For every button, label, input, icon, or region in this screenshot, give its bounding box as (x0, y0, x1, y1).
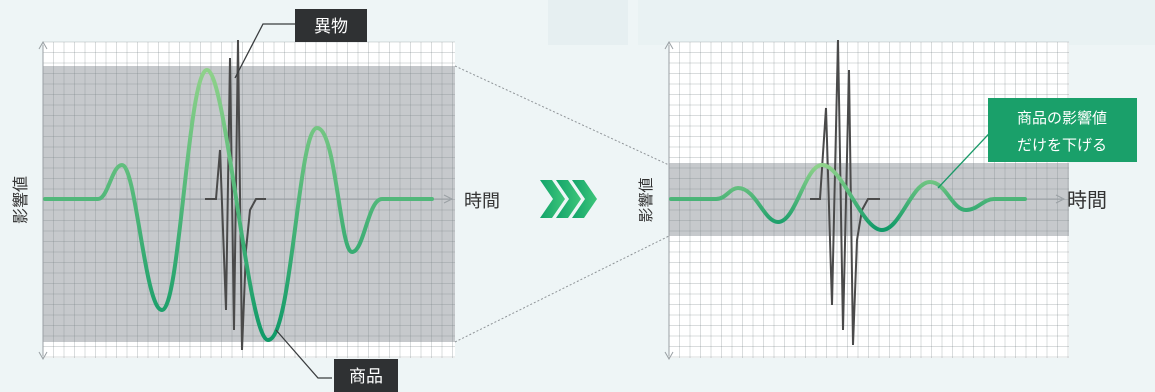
bg-accent (638, 0, 1155, 45)
product-label-box (334, 359, 398, 392)
left-product-wave (43, 67, 434, 343)
product-label: 商品 (349, 367, 383, 387)
left-y-axis-label: 影響値 (11, 176, 30, 224)
right-chart: 商品の影響値 だけを下げる 時間 影響値 (637, 39, 1137, 361)
left-grid (42, 41, 455, 358)
bg-accent (548, 0, 628, 45)
callout-box (988, 98, 1137, 162)
left-chart: 異物 商品 時間 影響値 (11, 9, 500, 392)
callout-line-1: 商品の影響値 (1017, 109, 1107, 127)
left-influence-band (43, 66, 455, 342)
left-x-axis-label: 時間 (464, 191, 500, 212)
right-y-axis-label: 影響値 (637, 177, 655, 222)
foreign-object-leader-line (234, 23, 296, 79)
right-foreign-object-spike (810, 39, 880, 346)
product-leader-line (275, 329, 332, 379)
foreign-object-label-box (295, 9, 367, 42)
zoom-line-top (454, 65, 670, 166)
right-product-wave (669, 162, 1027, 233)
zoom-line-bottom (454, 235, 670, 343)
triple-chevron-right-icon (540, 180, 597, 218)
foreign-object-label: 異物 (314, 17, 348, 37)
right-x-axis-label: 時間 (1067, 188, 1107, 212)
callout-line-2: だけを下げる (1017, 136, 1107, 154)
